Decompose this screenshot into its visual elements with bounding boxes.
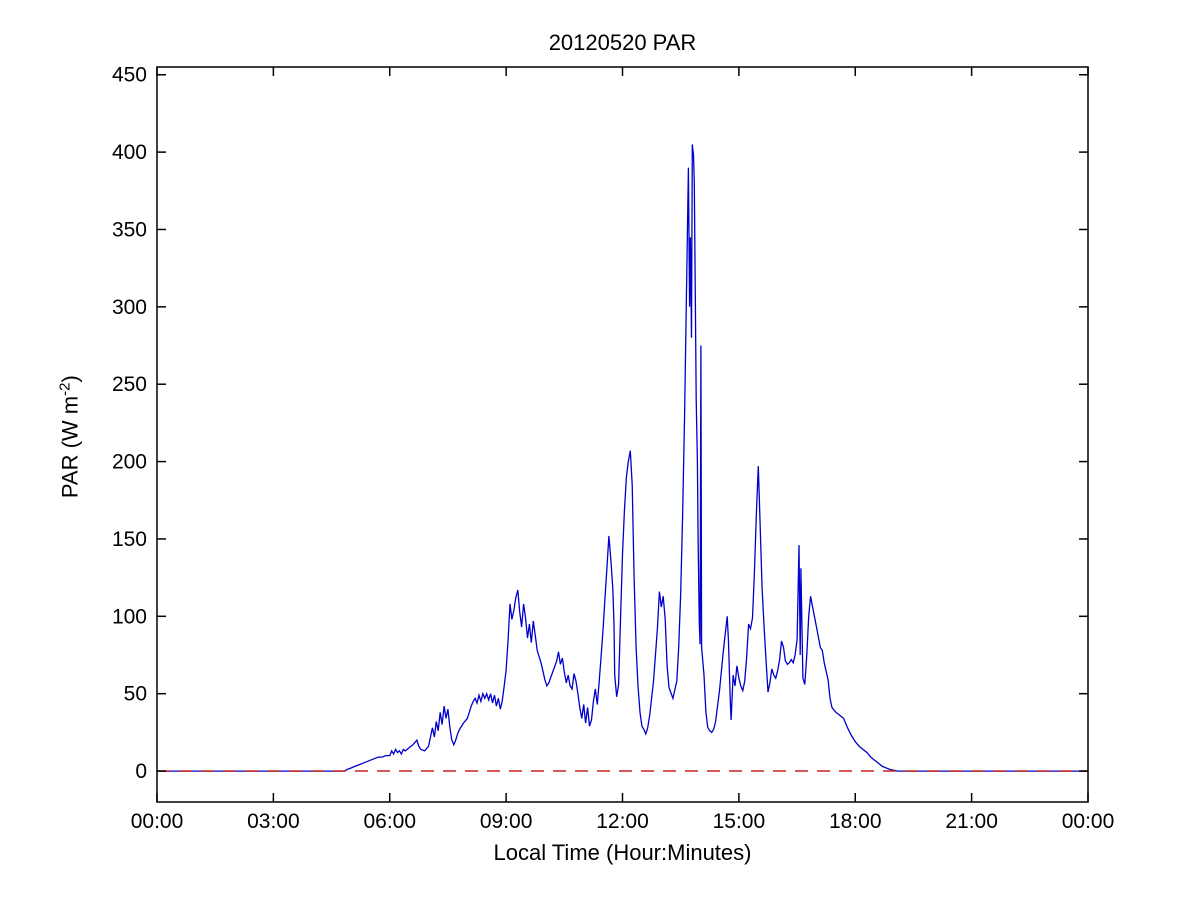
x-tick-label: 00:00 (131, 810, 184, 833)
x-tick-label: 12:00 (596, 810, 649, 833)
y-tick-label: 300 (112, 296, 147, 319)
y-tick-label: 350 (112, 218, 147, 241)
y-tick-label: 400 (112, 141, 147, 164)
chart-title: 20120520 PAR (548, 30, 697, 55)
x-tick-label: 18:00 (829, 810, 882, 833)
y-tick-label: 50 (124, 683, 147, 706)
par-line (157, 144, 1088, 772)
plot-frame (156, 66, 1089, 803)
y-tick-label: 100 (112, 605, 147, 628)
x-axis-label: Local Time (Hour:Minutes) (493, 840, 752, 865)
x-tick-label: 15:00 (713, 810, 766, 833)
y-tick-label: 450 (112, 64, 147, 87)
y-tick-label: 150 (112, 528, 147, 551)
x-tick-label: 06:00 (363, 810, 416, 833)
x-tick-label: 03:00 (247, 810, 300, 833)
y-tick-label: 0 (135, 760, 147, 783)
y-tick-label: 250 (112, 373, 147, 396)
x-tick-label: 09:00 (480, 810, 533, 833)
y-tick-label: 200 (112, 451, 147, 474)
x-tick-label: 21:00 (945, 810, 998, 833)
x-tick-label: 00:00 (1062, 810, 1115, 833)
